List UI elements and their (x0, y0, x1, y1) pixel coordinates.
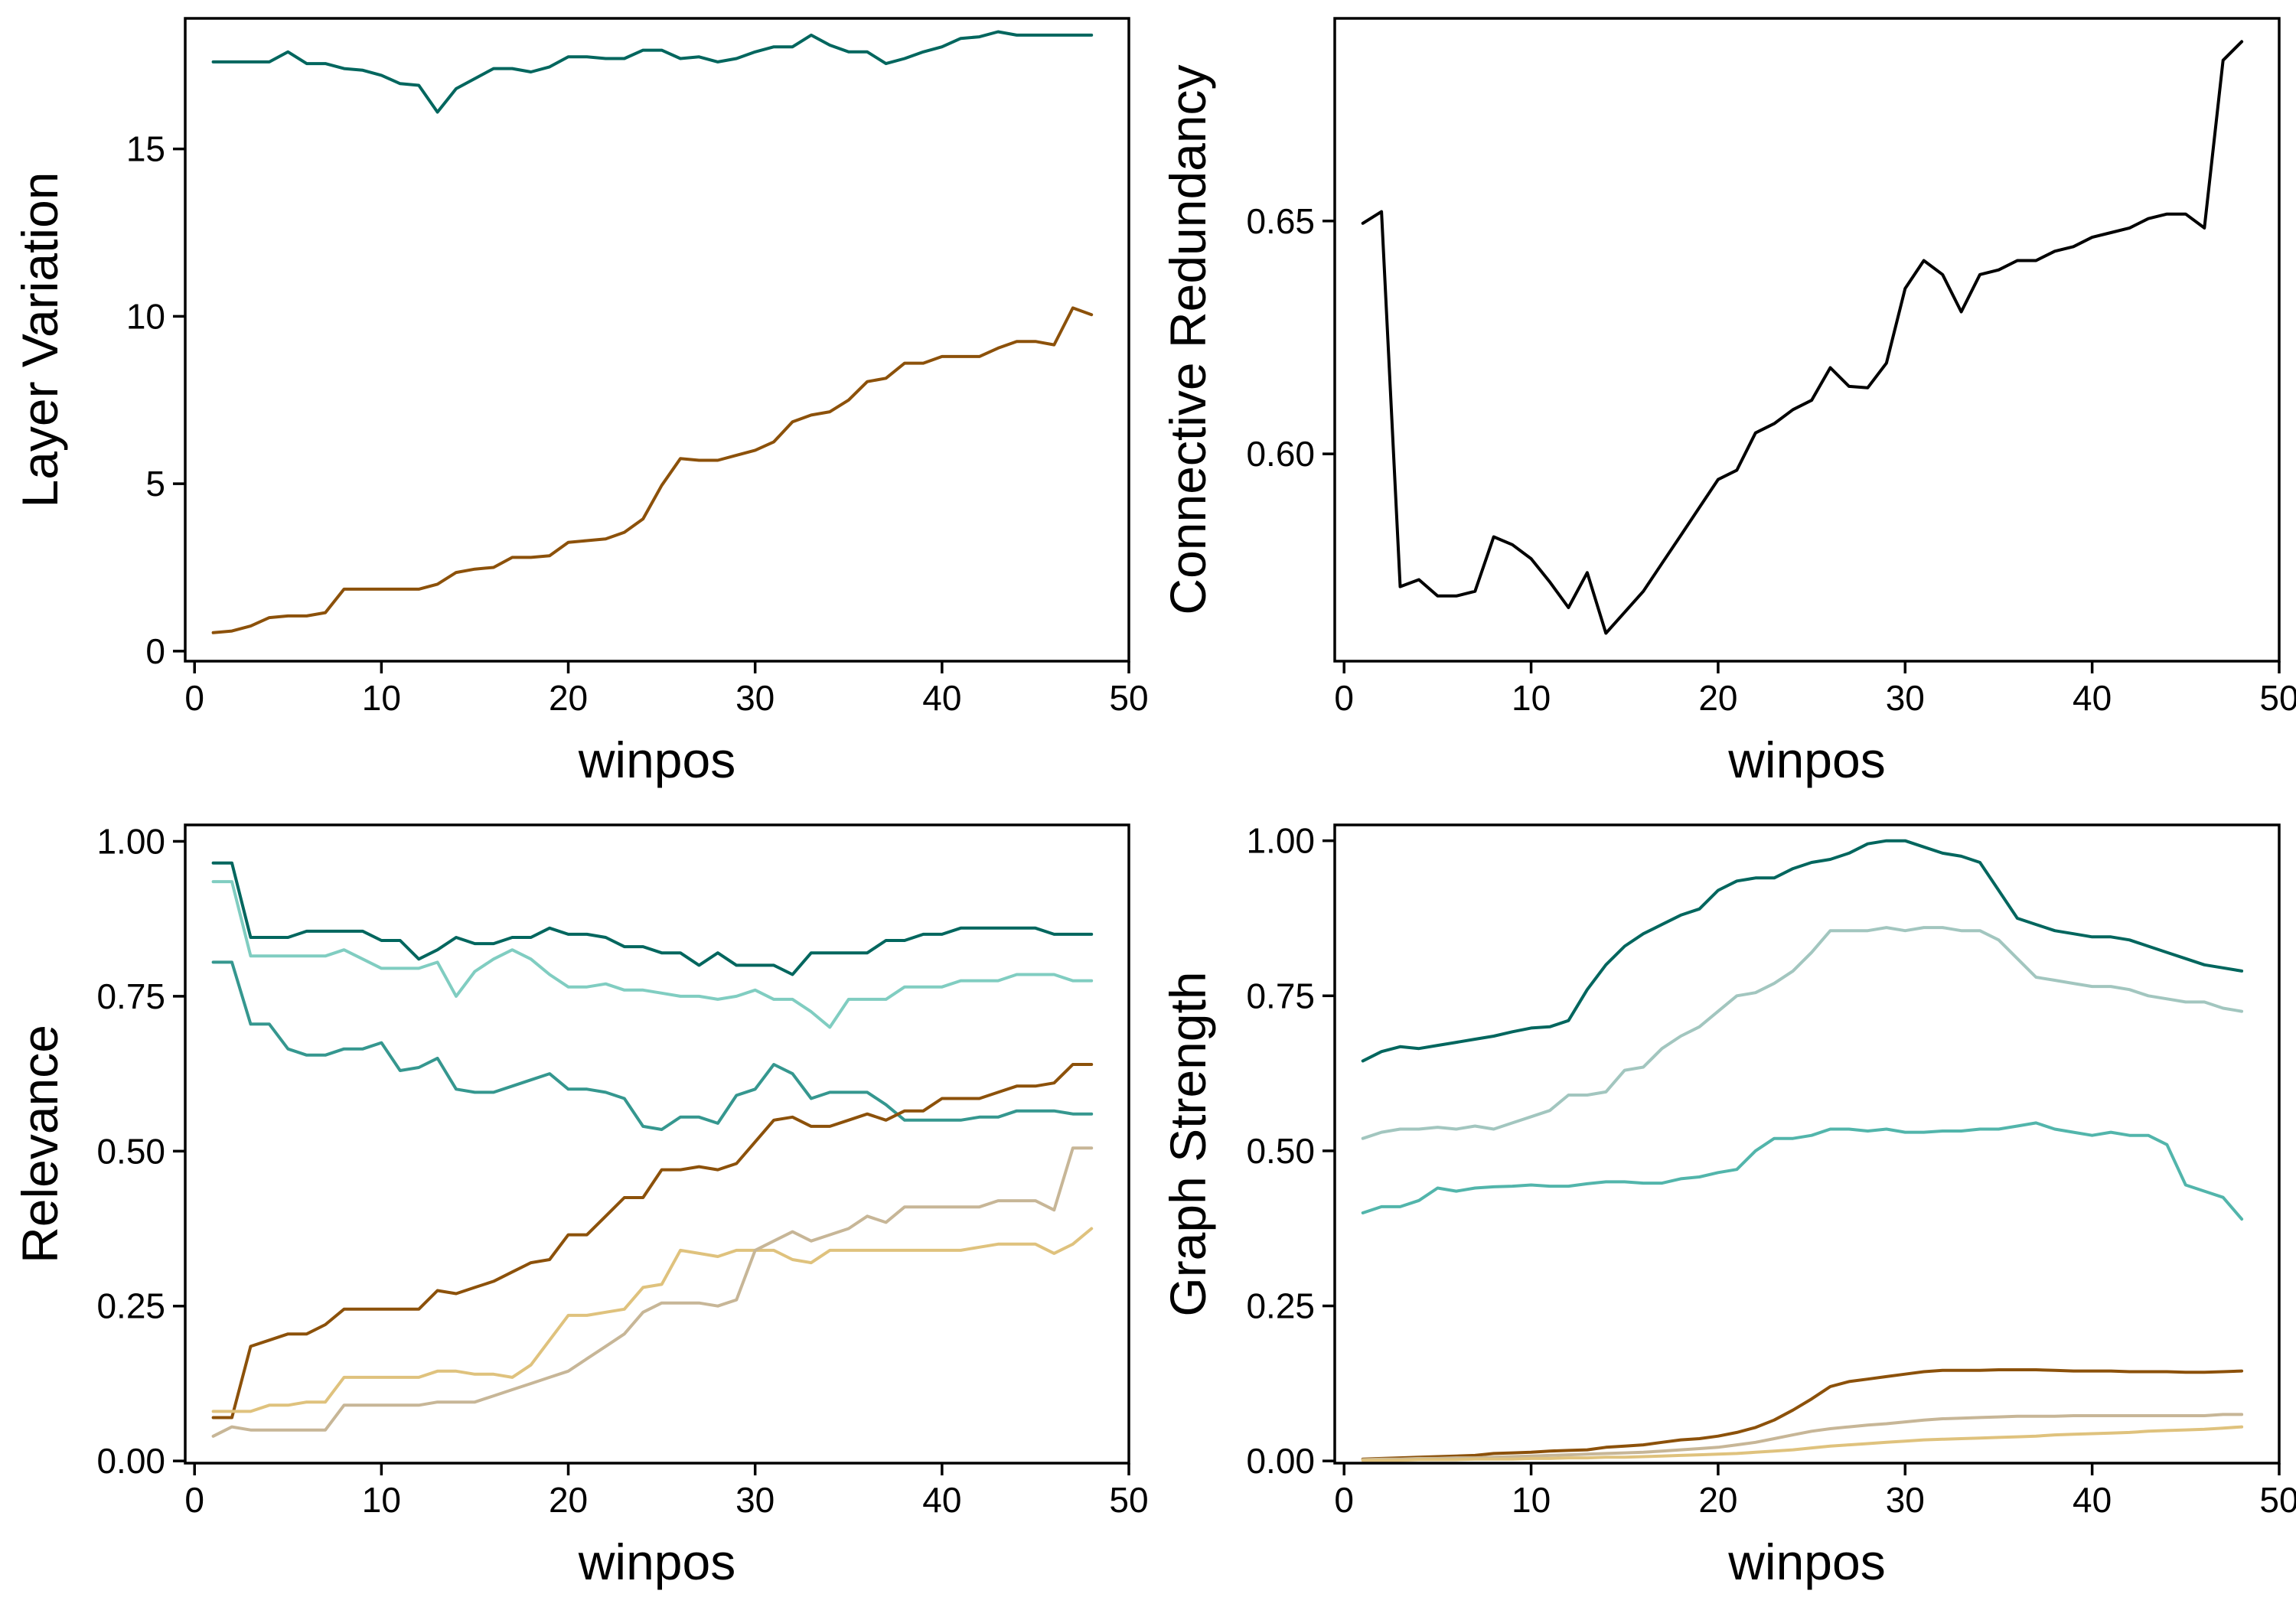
relevance-x-tick-label: 40 (922, 1480, 961, 1520)
connective-redundancy-x-tick-label: 50 (2259, 678, 2296, 718)
connective-redundancy-x-axis-title: winpos (1727, 732, 1885, 788)
graph-strength-y-tick-label: 0.75 (1246, 976, 1315, 1015)
relevance-x-tick-label: 50 (1109, 1480, 1148, 1520)
connective-redundancy-plot-frame (1333, 17, 2281, 663)
layer-variation-y-axis-title: Layer Variation (11, 171, 68, 507)
layer-variation-x-tick-label: 20 (549, 678, 588, 718)
layer-variation-x-tick-label: 30 (735, 678, 775, 718)
layer-variation-series-line-1 (211, 30, 1094, 114)
graph-strength-series-line-1 (1361, 839, 2244, 1063)
relevance-y-axis-title: Relevance (11, 1025, 68, 1263)
relevance-series-line-4 (211, 1063, 1094, 1420)
graph-strength-y-tick-label: 1.00 (1246, 821, 1315, 861)
graph-strength-x-tick-label: 50 (2259, 1480, 2296, 1520)
relevance-y-tick-label: 0.25 (96, 1286, 165, 1326)
graph-strength-y-tick-label: 0.00 (1246, 1441, 1315, 1481)
layer-variation-x-axis-title: winpos (578, 732, 735, 788)
layer-variation-y-tick-label: 5 (145, 464, 165, 504)
relevance-series-line-1 (211, 861, 1094, 976)
relevance-x-tick-label: 10 (362, 1480, 401, 1520)
graph-strength-series-line-5 (1361, 1413, 2244, 1462)
relevance-plot-frame (184, 823, 1130, 1465)
layer-variation-x-tick-label: 50 (1109, 678, 1148, 718)
panel-graph-strength: 0 10 20 30 40 50 0.00 0.25 0.50 0.75 1.00 winpos Gra… (1159, 821, 2296, 1590)
relevance-x-tick-label: 20 (549, 1480, 588, 1520)
layer-variation-series-line-2 (211, 306, 1094, 634)
layer-variation-y-tick-label: 15 (126, 129, 165, 169)
panel-relevance: 0 10 20 30 40 50 0.00 0.25 0.50 0.75 1.00 winpos Rel… (11, 821, 1149, 1590)
connective-redundancy-y-tick-label: 0.65 (1246, 201, 1315, 241)
relevance-x-axis-title: winpos (578, 1534, 735, 1590)
layer-variation-plot-frame (184, 17, 1130, 663)
relevance-y-tick-label: 0.00 (96, 1441, 165, 1481)
connective-redundancy-x-tick-label: 20 (1698, 678, 1737, 718)
graph-strength-series-line-2 (1361, 926, 2244, 1140)
graph-strength-x-tick-label: 40 (2073, 1480, 2112, 1520)
layer-variation-x-tick-label: 10 (362, 678, 401, 718)
relevance-series-line-5 (211, 1227, 1094, 1413)
layer-variation-y-tick-label: 10 (126, 296, 165, 336)
relevance-y-tick-label: 0.50 (96, 1131, 165, 1171)
relevance-x-tick-label: 0 (184, 1480, 204, 1520)
panel-layer-variation: 0 10 20 30 40 50 0 5 10 15 winpos Layer Variation (11, 17, 1149, 788)
relevance-series-line-2 (211, 880, 1094, 1029)
connective-redundancy-x-tick-label: 10 (1512, 678, 1551, 718)
graph-strength-y-axis-title: Graph Strength (1159, 971, 1216, 1316)
graph-strength-plot-frame (1333, 823, 2281, 1465)
relevance-x-tick-label: 30 (735, 1480, 775, 1520)
graph-strength-series-line-6 (1361, 1425, 2244, 1462)
panel-connective-redundancy: 0 10 20 30 40 50 0.60 0.65 winpos Connective Redu… (1159, 17, 2296, 788)
graph-strength-x-tick-label: 0 (1334, 1480, 1354, 1520)
connective-redundancy-y-tick-label: 0.60 (1246, 434, 1315, 474)
layer-variation-y-tick-label: 0 (145, 631, 165, 671)
connective-redundancy-series-line-1 (1361, 40, 2244, 635)
connective-redundancy-y-axis-title: Connective Redundancy (1159, 64, 1216, 614)
connective-redundancy-x-tick-label: 40 (2073, 678, 2112, 718)
relevance-y-tick-label: 0.75 (96, 976, 165, 1016)
layer-variation-x-tick-label: 40 (922, 678, 961, 718)
graph-strength-x-tick-label: 20 (1698, 1480, 1737, 1520)
connective-redundancy-x-tick-label: 0 (1334, 678, 1354, 718)
connective-redundancy-x-tick-label: 30 (1886, 678, 1925, 718)
graph-strength-y-tick-label: 0.50 (1246, 1131, 1315, 1171)
relevance-series-line-3 (211, 960, 1094, 1131)
relevance-y-tick-label: 1.00 (96, 821, 165, 861)
graph-strength-series-line-3 (1361, 1121, 2244, 1221)
graph-strength-x-axis-title: winpos (1727, 1534, 1885, 1590)
relevance-series-line-6 (211, 1146, 1094, 1438)
layer-variation-x-tick-label: 0 (184, 678, 204, 718)
graph-strength-x-tick-label: 30 (1886, 1480, 1925, 1520)
graph-strength-y-tick-label: 0.25 (1246, 1286, 1315, 1326)
graph-strength-x-tick-label: 10 (1512, 1480, 1551, 1520)
graph-strength-series-line-4 (1361, 1368, 2244, 1461)
